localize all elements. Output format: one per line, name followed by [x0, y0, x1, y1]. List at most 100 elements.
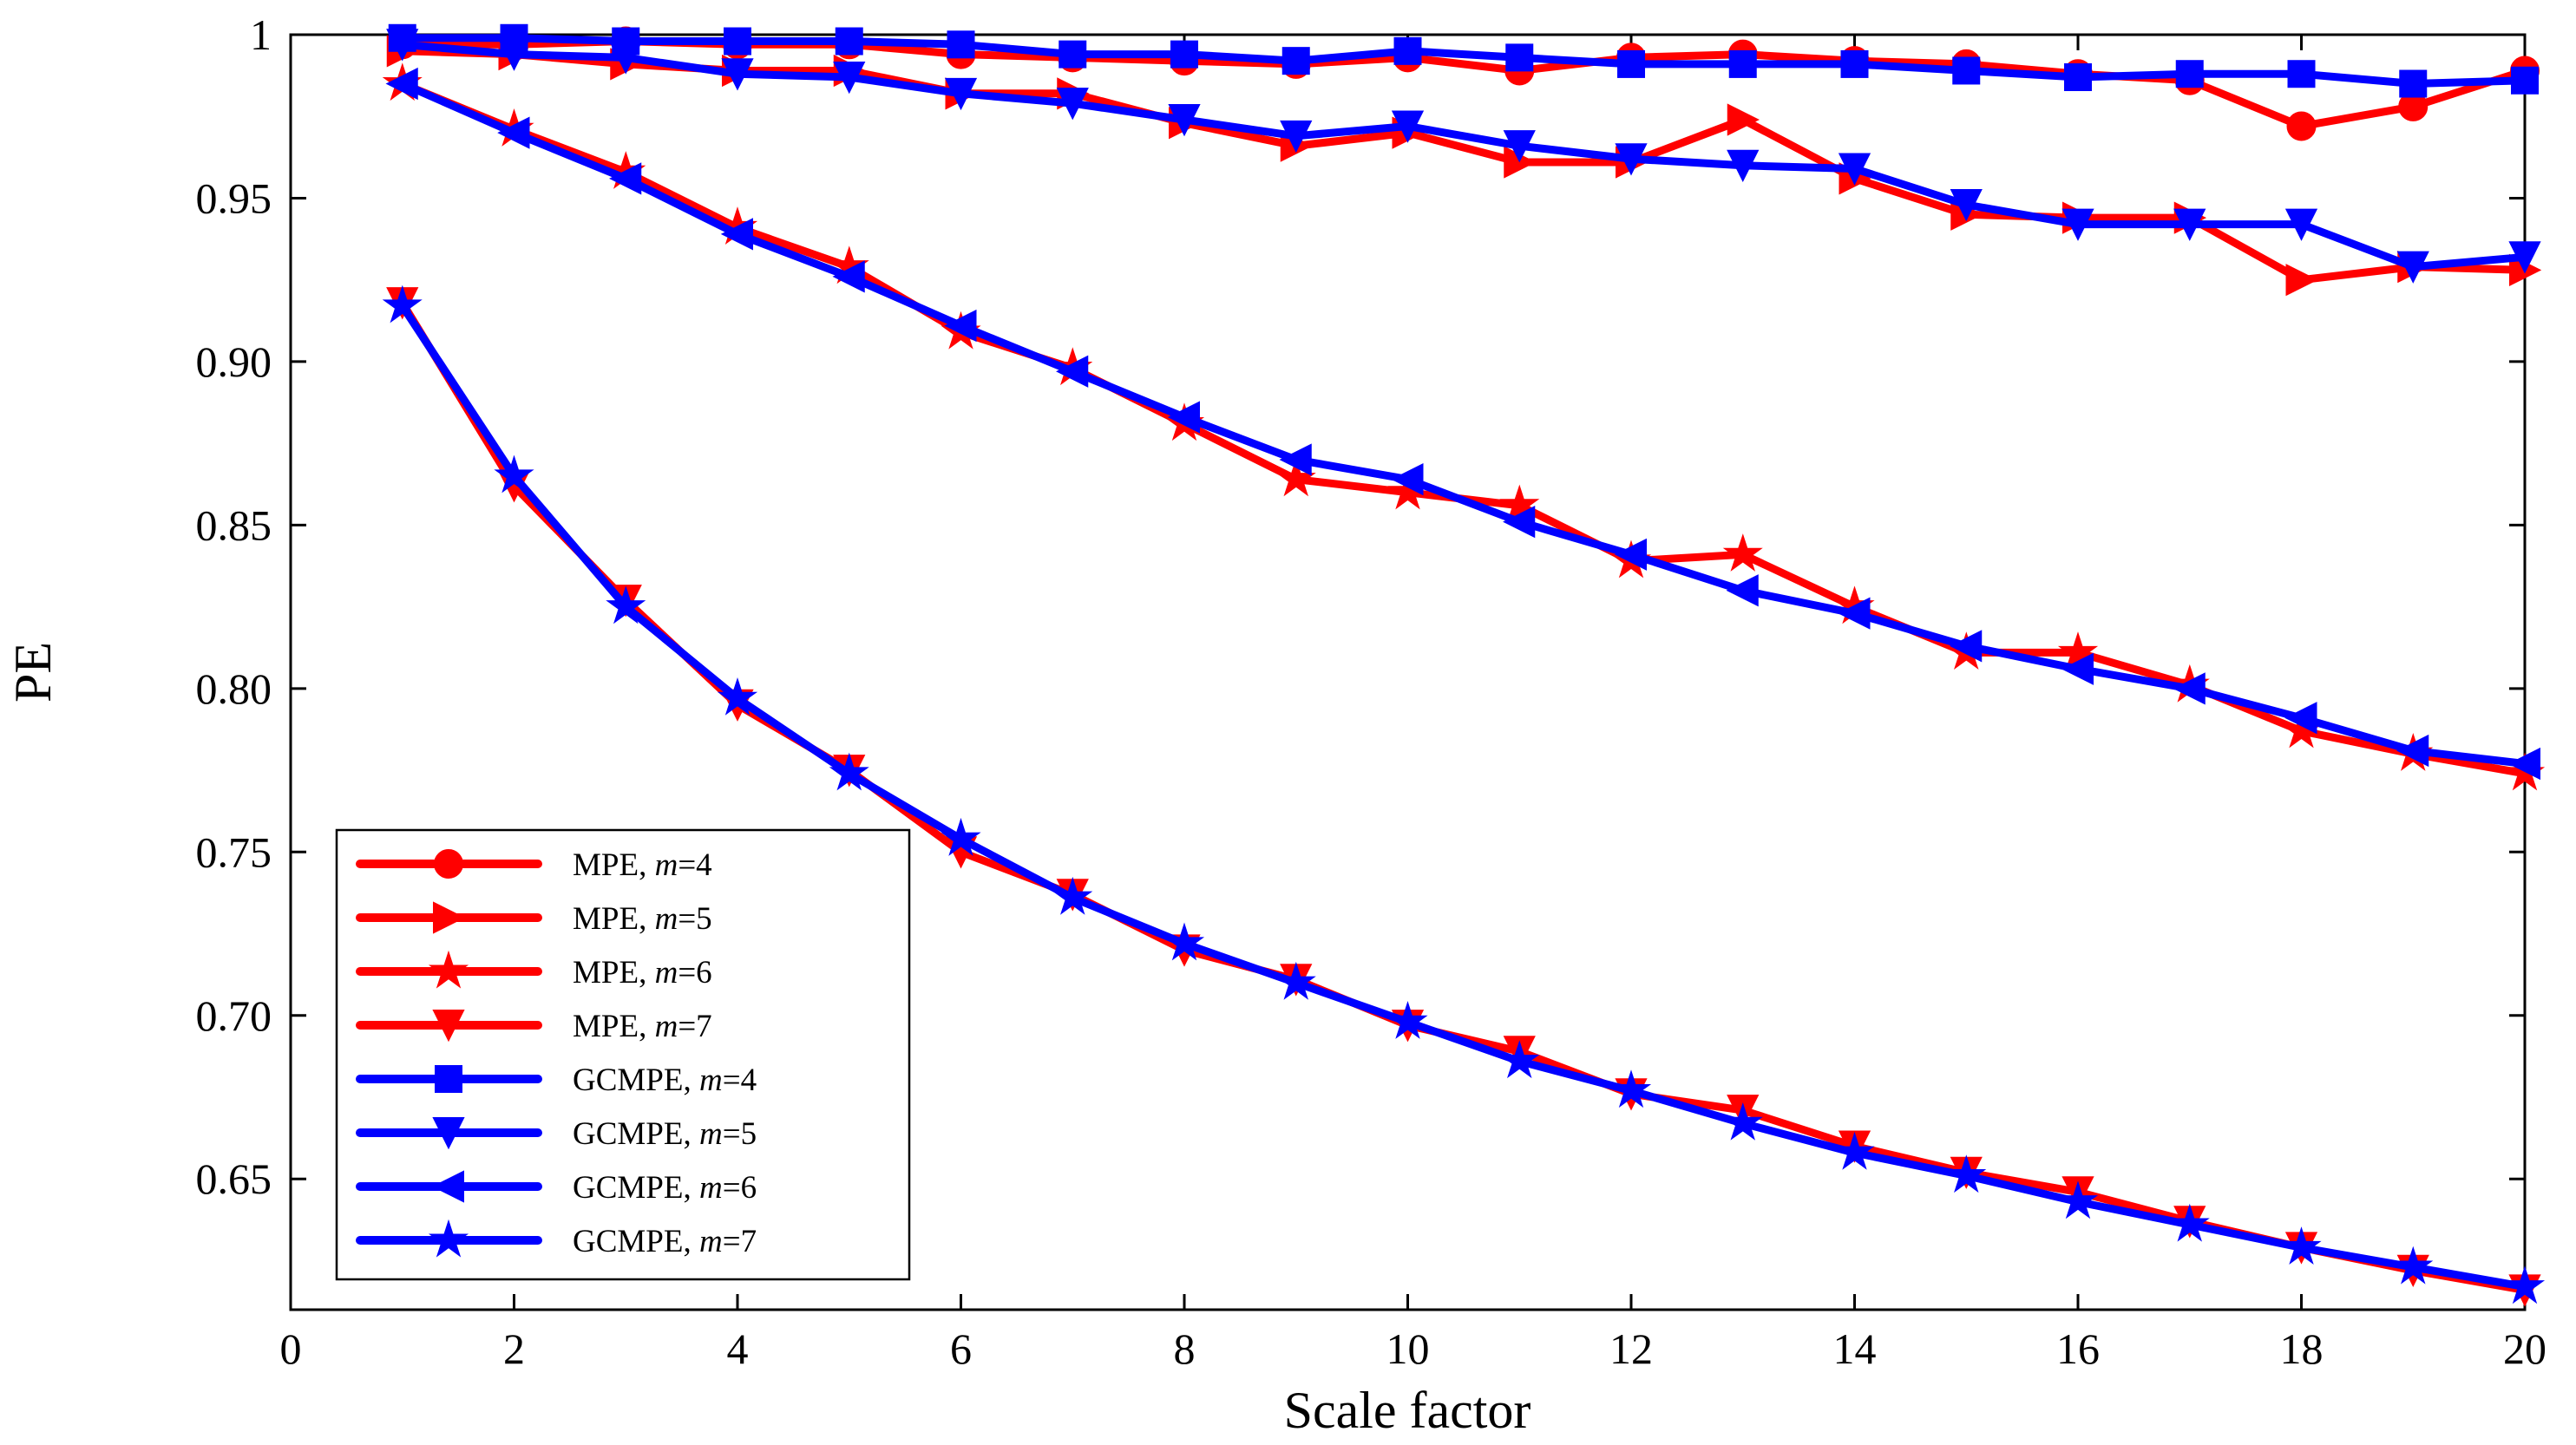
- data-point: [2511, 66, 2539, 95]
- data-point: [1168, 104, 1201, 137]
- data-point: [2064, 63, 2092, 91]
- y-tick-label: 1: [250, 10, 272, 59]
- data-point: [1952, 56, 1981, 85]
- data-point: [382, 284, 423, 324]
- data-point: [947, 30, 975, 59]
- x-tick-label: 14: [1833, 1324, 1877, 1373]
- data-point: [835, 27, 863, 56]
- data-point: [1727, 103, 1760, 136]
- data-point: [2281, 1226, 2322, 1265]
- data-point: [1056, 88, 1089, 121]
- data-point: [1946, 1154, 1987, 1193]
- data-point: [2396, 251, 2429, 284]
- series-line: [398, 80, 2529, 768]
- series-line: [398, 80, 2529, 778]
- data-point: [2286, 111, 2317, 141]
- data-point: [1614, 538, 1647, 571]
- data-point: [2284, 208, 2318, 241]
- data-point: [1387, 1001, 1428, 1039]
- y-tick-label: 0.95: [196, 173, 272, 222]
- y-tick-label: 0.70: [196, 991, 272, 1040]
- y-tick-label: 0.80: [196, 664, 272, 713]
- legend-marker: [435, 1065, 462, 1093]
- data-point: [1722, 533, 1763, 572]
- data-point: [2173, 208, 2206, 241]
- data-point: [1617, 49, 1645, 78]
- data-point: [944, 309, 977, 343]
- data-point: [944, 77, 978, 111]
- y-tick-label: 0.90: [196, 337, 272, 386]
- data-point: [497, 38, 531, 71]
- data-point: [1391, 462, 1424, 496]
- data-point: [941, 817, 981, 856]
- legend-marker: [431, 1170, 464, 1203]
- series-8: [382, 284, 2546, 1304]
- data-point: [1167, 401, 1200, 434]
- legend-marker: [433, 901, 466, 934]
- series-line: [398, 40, 2529, 271]
- data-point: [2169, 1203, 2210, 1242]
- x-tick-label: 8: [1174, 1324, 1196, 1373]
- legend-entry: MPE, m=5: [356, 901, 712, 937]
- data-point: [1499, 484, 1540, 523]
- series-6: [386, 29, 2541, 284]
- data-point: [2285, 264, 2318, 297]
- data-point: [1950, 189, 1983, 222]
- legend-marker: [428, 950, 469, 989]
- legend-label: GCMPE, m=5: [573, 1116, 757, 1152]
- data-point: [1950, 630, 1983, 663]
- data-point: [2057, 1180, 2099, 1219]
- y-tick-label: 0.85: [196, 500, 272, 549]
- data-point: [2399, 69, 2428, 98]
- legend-label: MPE, m=6: [573, 955, 712, 991]
- legend-label: GCMPE, m=7: [573, 1224, 757, 1259]
- data-point: [1728, 49, 1757, 78]
- data-point: [2396, 734, 2429, 768]
- x-tick-label: 10: [1386, 1324, 1430, 1373]
- legend: MPE, m=4 MPE, m=5 MPE, m=6 MPE, m=7 GCMPE, m…: [335, 828, 911, 1281]
- legend-label: MPE, m=4: [573, 847, 712, 883]
- data-point: [2284, 702, 2317, 735]
- data-point: [1056, 355, 1089, 388]
- data-point: [2287, 60, 2316, 88]
- legend-label: MPE, m=7: [573, 1009, 712, 1044]
- data-point: [832, 260, 865, 293]
- legend-marker: [434, 849, 463, 879]
- legend-entry: MPE, m=6: [356, 950, 712, 991]
- data-point: [1727, 149, 1760, 183]
- data-point: [1722, 1102, 1763, 1141]
- data-point: [606, 585, 646, 624]
- data-point: [717, 677, 758, 716]
- data-point: [1610, 1069, 1652, 1108]
- legend-entry: MPE, m=7: [356, 1009, 712, 1044]
- data-point: [1838, 153, 1871, 186]
- data-point: [2504, 1265, 2546, 1304]
- data-point: [1275, 961, 1316, 1000]
- legend-box: [335, 828, 911, 1281]
- legend-entry: GCMPE, m=4: [356, 1062, 757, 1098]
- data-point: [1059, 40, 1087, 69]
- data-point: [1391, 110, 1425, 143]
- data-point: [609, 162, 642, 195]
- legend-label: MPE, m=5: [573, 901, 712, 937]
- x-tick-label: 0: [280, 1324, 302, 1373]
- data-point: [2061, 208, 2094, 241]
- data-point: [1393, 36, 1422, 65]
- x-tick-label: 2: [503, 1324, 525, 1373]
- data-point: [724, 27, 751, 56]
- data-point: [1834, 1131, 1875, 1170]
- series-line: [398, 34, 2529, 88]
- legend-entry: GCMPE, m=5: [356, 1116, 757, 1152]
- data-point: [2173, 672, 2206, 705]
- data-point: [2057, 631, 2099, 670]
- x-tick-label: 20: [2503, 1324, 2547, 1373]
- legend-entry: GCMPE, m=7: [356, 1219, 757, 1259]
- legend-marker: [432, 1117, 465, 1150]
- data-point: [829, 752, 869, 791]
- data-point: [720, 218, 753, 251]
- data-point: [609, 42, 642, 75]
- data-point: [1838, 597, 1871, 630]
- data-point: [1503, 130, 1536, 163]
- data-point: [1281, 47, 1310, 75]
